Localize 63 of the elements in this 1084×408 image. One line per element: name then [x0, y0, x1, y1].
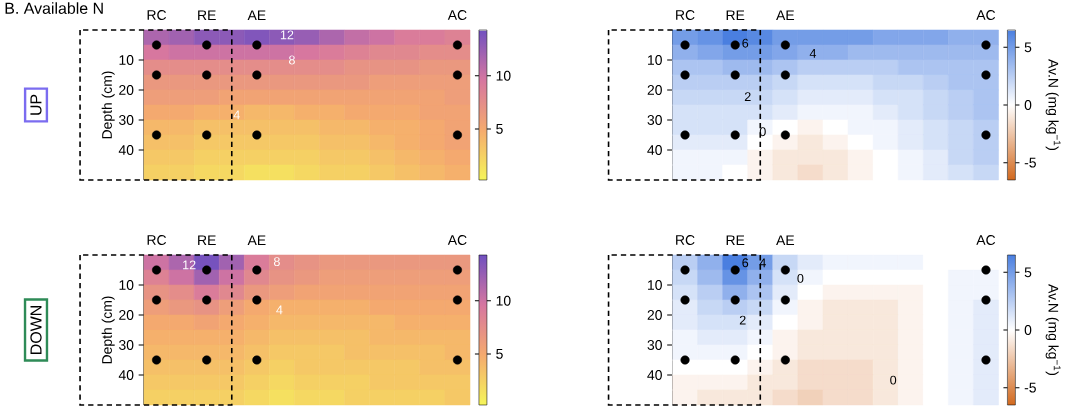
x-tick-label: RE: [198, 235, 216, 245]
annotation: 4: [233, 110, 240, 120]
y-tick-label: 10: [648, 280, 662, 290]
text: DOWN: [30, 306, 42, 354]
y-tick-label: 40: [118, 145, 134, 155]
annotation: 2: [739, 315, 746, 325]
x-tick-label: AC: [976, 235, 996, 245]
y-tick-label: 10: [648, 55, 662, 65]
x-tick-label: RC: [676, 10, 695, 20]
annotation: 6: [742, 38, 749, 48]
color-bar-label: 0: [1024, 100, 1032, 110]
color-bar-label: 5: [496, 124, 503, 134]
color-bar-label: -5: [1024, 157, 1036, 168]
text: UP: [30, 94, 42, 115]
color-bar-label: 5: [1024, 267, 1032, 278]
x-tick-label: AE: [247, 10, 266, 20]
y-tick-label: 40: [647, 370, 662, 380]
chart-title: B. Available N: [5, 2, 103, 14]
x-tick-label: AC: [976, 10, 996, 20]
color-bar-label: 10: [496, 295, 511, 306]
color-bar-label: 10: [496, 70, 511, 81]
y-tick-label: 40: [647, 145, 662, 155]
y-tick-label: 20: [647, 85, 662, 95]
y-tick-label: 10: [119, 280, 134, 290]
x-tick-label: RC: [676, 235, 695, 245]
y-tick-label: 30: [647, 115, 662, 125]
x-tick-label: RC: [147, 235, 167, 245]
x-tick-label: AC: [447, 10, 467, 20]
y-axis-title: Depth (cm): [101, 71, 115, 139]
x-tick-label: AE: [776, 10, 795, 20]
x-tick-label: RE: [726, 10, 745, 20]
x-tick-label: AE: [247, 235, 266, 245]
annotation: 8: [273, 257, 280, 267]
x-tick-label: RE: [726, 235, 745, 245]
y-tick-label: 10: [119, 55, 134, 65]
y-tick-label: 30: [118, 115, 134, 125]
color-bar-label: 5: [496, 349, 503, 359]
x-tick-label: RE: [198, 10, 216, 20]
y-tick-label: 20: [119, 310, 134, 320]
y-tick-label: 20: [647, 310, 662, 320]
y-tick-label: 30: [118, 340, 134, 350]
annotation: 0: [797, 273, 804, 283]
annotation: 4: [276, 305, 283, 315]
annotation: 12: [183, 260, 196, 270]
x-tick-label: AE: [776, 235, 795, 245]
color-bar-label: 0: [1024, 325, 1032, 335]
color-bar-label: -5: [1024, 382, 1036, 393]
y-tick-label: 20: [119, 85, 134, 95]
annotation: 4: [809, 49, 817, 58]
annotation: 2: [744, 92, 751, 101]
annotation: 12: [280, 30, 294, 40]
y-axis-title: Depth (cm): [101, 296, 115, 364]
color-bar-title: Av.N (mg kg$^{−1}$): [1045, 59, 1061, 151]
color-bar-title: Av.N (mg kg$^{−1}$): [1045, 284, 1061, 376]
y-tick-label: 30: [647, 340, 662, 350]
annotation: 0: [890, 375, 897, 385]
y-tick-label: 40: [118, 370, 134, 380]
x-tick-label: RC: [147, 10, 167, 20]
annotation: 6: [742, 258, 749, 268]
color-bar-label: 5: [1024, 42, 1032, 53]
annotation: 4: [759, 258, 766, 268]
annotation: 8: [288, 55, 295, 65]
x-tick-label: AC: [447, 235, 467, 245]
